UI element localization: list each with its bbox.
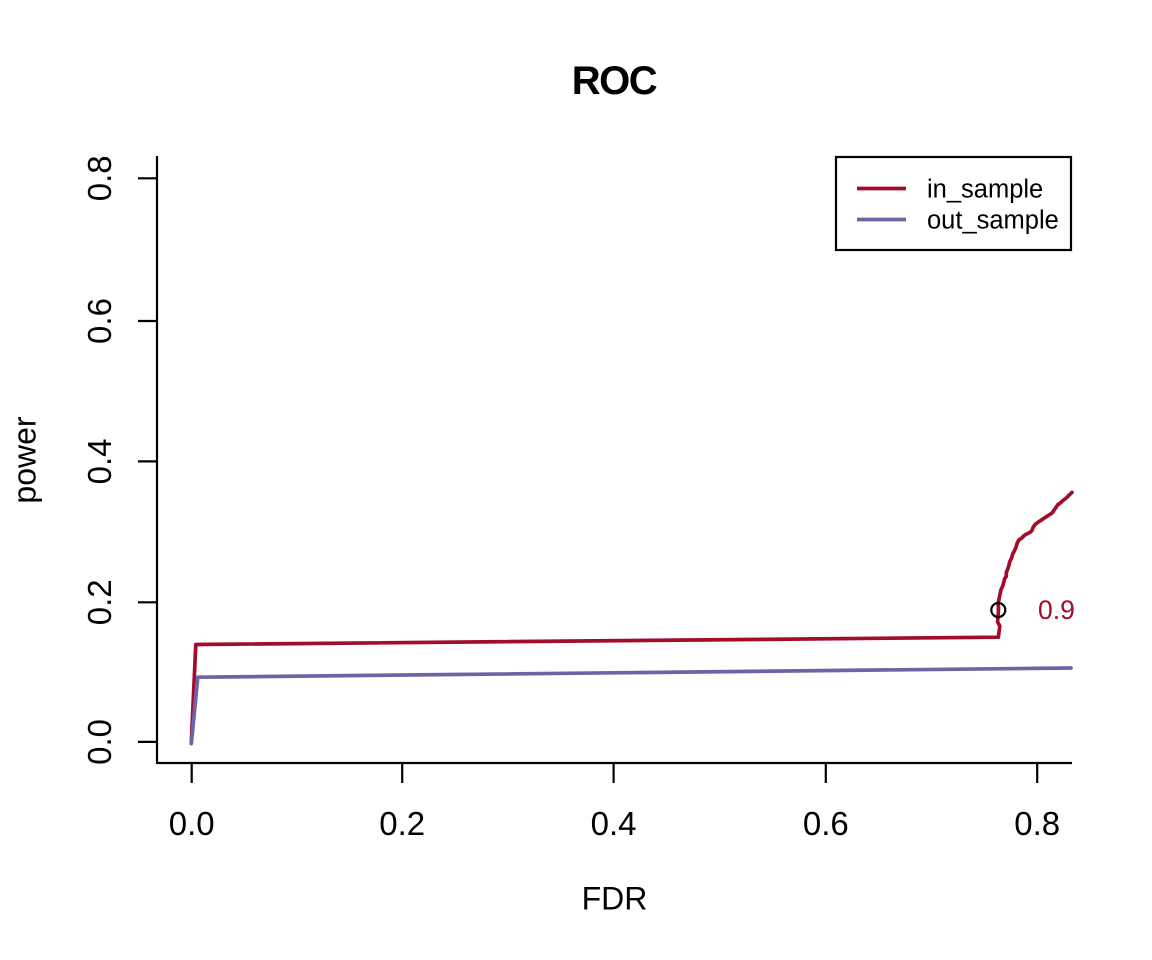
svg-text:0.8: 0.8 — [81, 155, 118, 201]
svg-text:power: power — [7, 416, 43, 504]
svg-text:0.6: 0.6 — [803, 805, 849, 842]
svg-text:0.2: 0.2 — [81, 579, 118, 625]
svg-text:0.4: 0.4 — [591, 805, 637, 842]
svg-text:0.9: 0.9 — [1038, 595, 1075, 625]
svg-text:0.8: 0.8 — [1014, 805, 1060, 842]
svg-text:0.0: 0.0 — [81, 719, 118, 765]
svg-text:FDR: FDR — [582, 881, 648, 917]
svg-text:0.6: 0.6 — [81, 298, 118, 344]
svg-text:ROC: ROC — [572, 59, 657, 103]
svg-text:0.4: 0.4 — [81, 438, 118, 484]
svg-text:0.2: 0.2 — [379, 805, 425, 842]
svg-text:out_sample: out_sample — [927, 206, 1059, 234]
svg-text:0.0: 0.0 — [169, 805, 215, 842]
svg-text:in_sample: in_sample — [927, 175, 1043, 203]
